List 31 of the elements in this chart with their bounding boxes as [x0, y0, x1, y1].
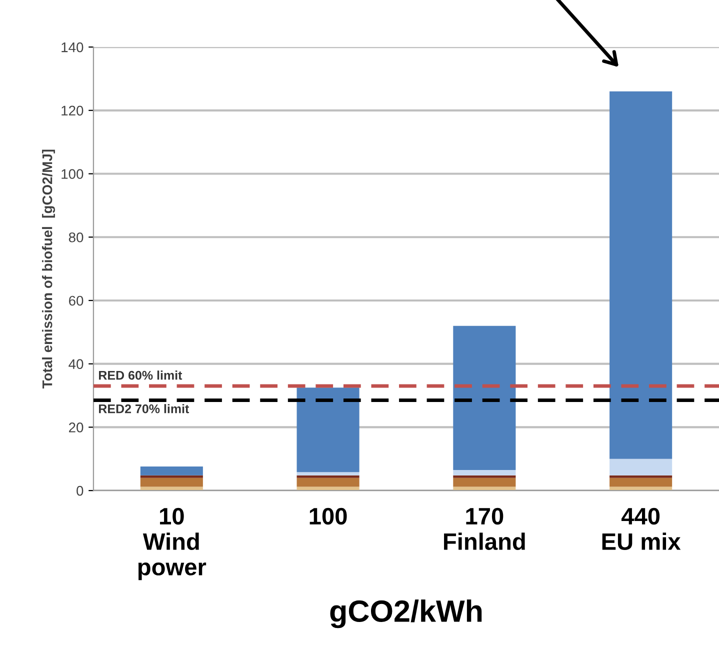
- y-tick-label: 0: [76, 486, 84, 496]
- bar: [140, 466, 203, 476]
- bar: [140, 478, 203, 487]
- y-tick-label: 120: [62, 106, 84, 116]
- y-axis-title: Total emission of biofuel [gCO2/MJ]: [42, 150, 56, 388]
- bar: [140, 475, 203, 478]
- bar: [453, 475, 516, 478]
- bar: [296, 388, 360, 472]
- bar: [453, 478, 516, 487]
- x-tick-label: 100: [310, 508, 347, 525]
- y-tick-label: 80: [68, 232, 84, 242]
- bar: [296, 472, 360, 476]
- bar: [453, 326, 516, 470]
- x-axis-title: gCO2/kWh: [330, 600, 482, 628]
- y-tick-label: 40: [68, 359, 84, 370]
- x-tick-label: 440 EU mix: [602, 508, 681, 550]
- bar: [296, 475, 360, 478]
- ref-line-label: RED 60% limit: [98, 370, 182, 380]
- x-tick-label: 10 Wind power: [138, 508, 206, 580]
- ref-line-label: RED2 70% limit: [98, 404, 190, 414]
- bar: [453, 470, 516, 476]
- y-tick-label: 100: [62, 169, 84, 179]
- y-tick-label: 140: [62, 42, 84, 52]
- y-tick-label: 60: [69, 296, 84, 306]
- bar: [296, 478, 360, 487]
- bar: [610, 91, 672, 459]
- y-tick-label: 20: [69, 422, 84, 432]
- bar: [610, 478, 672, 487]
- bar: [610, 458, 672, 476]
- x-tick-label: 170 Finland: [444, 508, 525, 550]
- bar: [610, 475, 672, 478]
